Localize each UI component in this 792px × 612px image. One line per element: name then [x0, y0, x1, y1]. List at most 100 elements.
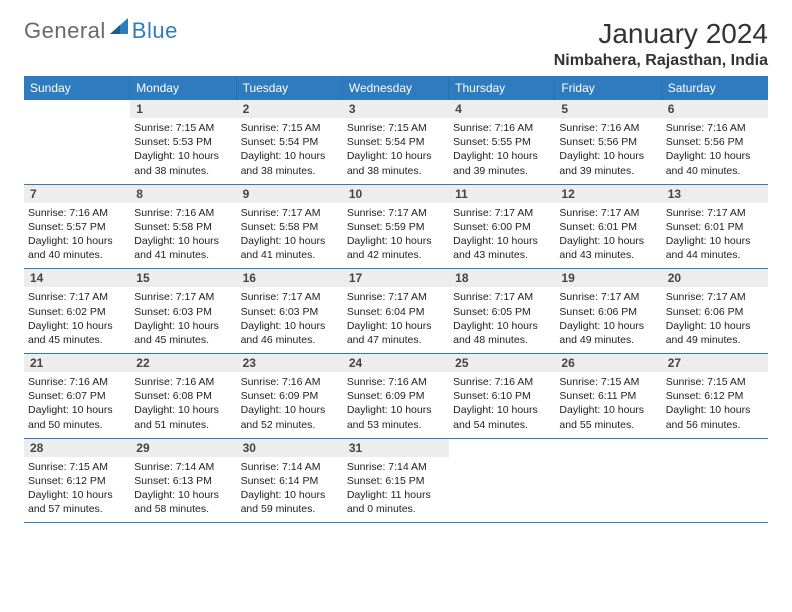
- sunrise-line: Sunrise: 7:16 AM: [559, 121, 657, 135]
- sunset-line: Sunset: 6:10 PM: [453, 389, 551, 403]
- daylight-line: and 54 minutes.: [453, 418, 551, 432]
- sunset-line: Sunset: 5:56 PM: [559, 135, 657, 149]
- daylight-line: and 46 minutes.: [241, 333, 339, 347]
- daylight-line: Daylight: 10 hours: [134, 234, 232, 248]
- daylight-line: Daylight: 10 hours: [28, 488, 126, 502]
- calendar-day: 15Sunrise: 7:17 AMSunset: 6:03 PMDayligh…: [130, 269, 236, 353]
- sunrise-line: Sunrise: 7:17 AM: [347, 206, 445, 220]
- daylight-line: Daylight: 10 hours: [241, 403, 339, 417]
- calendar-day: 20Sunrise: 7:17 AMSunset: 6:06 PMDayligh…: [662, 269, 768, 353]
- sunrise-line: Sunrise: 7:16 AM: [453, 375, 551, 389]
- daylight-line: and 44 minutes.: [666, 248, 764, 262]
- daylight-line: and 56 minutes.: [666, 418, 764, 432]
- day-number: 27: [662, 354, 768, 372]
- daylight-line: and 58 minutes.: [134, 502, 232, 516]
- daylight-line: Daylight: 10 hours: [347, 234, 445, 248]
- sunrise-line: Sunrise: 7:14 AM: [134, 460, 232, 474]
- daylight-line: and 48 minutes.: [453, 333, 551, 347]
- daylight-line: Daylight: 11 hours: [347, 488, 445, 502]
- daylight-line: and 57 minutes.: [28, 502, 126, 516]
- calendar-day: 9Sunrise: 7:17 AMSunset: 5:58 PMDaylight…: [237, 185, 343, 269]
- dow-tuesday: Tuesday: [237, 76, 343, 100]
- sunrise-line: Sunrise: 7:15 AM: [241, 121, 339, 135]
- daylight-line: and 38 minutes.: [241, 164, 339, 178]
- calendar-day: 5Sunrise: 7:16 AMSunset: 5:56 PMDaylight…: [555, 100, 661, 184]
- day-number: 20: [662, 269, 768, 287]
- calendar-day-empty: [555, 439, 661, 523]
- sunset-line: Sunset: 6:12 PM: [666, 389, 764, 403]
- daylight-line: and 38 minutes.: [347, 164, 445, 178]
- sunrise-line: Sunrise: 7:17 AM: [28, 290, 126, 304]
- header-bar: General Blue January 2024 Nimbahera, Raj…: [24, 18, 768, 70]
- calendar-day: 24Sunrise: 7:16 AMSunset: 6:09 PMDayligh…: [343, 354, 449, 438]
- day-number: 1: [130, 100, 236, 118]
- sunrise-line: Sunrise: 7:17 AM: [453, 206, 551, 220]
- daylight-line: Daylight: 10 hours: [666, 234, 764, 248]
- calendar-day: 14Sunrise: 7:17 AMSunset: 6:02 PMDayligh…: [24, 269, 130, 353]
- daylight-line: Daylight: 10 hours: [28, 234, 126, 248]
- sunset-line: Sunset: 6:08 PM: [134, 389, 232, 403]
- day-number: 10: [343, 185, 449, 203]
- day-number: 22: [130, 354, 236, 372]
- calendar-day: 17Sunrise: 7:17 AMSunset: 6:04 PMDayligh…: [343, 269, 449, 353]
- sunrise-line: Sunrise: 7:16 AM: [666, 121, 764, 135]
- calendar-day-empty: [449, 439, 555, 523]
- calendar-day: 3Sunrise: 7:15 AMSunset: 5:54 PMDaylight…: [343, 100, 449, 184]
- day-number: 7: [24, 185, 130, 203]
- daylight-line: Daylight: 10 hours: [134, 149, 232, 163]
- sunset-line: Sunset: 6:09 PM: [241, 389, 339, 403]
- sunrise-line: Sunrise: 7:17 AM: [134, 290, 232, 304]
- brand-logo: General Blue: [24, 18, 178, 44]
- daylight-line: Daylight: 10 hours: [28, 319, 126, 333]
- calendar-day: 16Sunrise: 7:17 AMSunset: 6:03 PMDayligh…: [237, 269, 343, 353]
- daylight-line: Daylight: 10 hours: [28, 403, 126, 417]
- dow-friday: Friday: [555, 76, 661, 100]
- calendar-week: 28Sunrise: 7:15 AMSunset: 6:12 PMDayligh…: [24, 439, 768, 524]
- day-number: 17: [343, 269, 449, 287]
- daylight-line: Daylight: 10 hours: [347, 319, 445, 333]
- daylight-line: Daylight: 10 hours: [453, 149, 551, 163]
- sunset-line: Sunset: 6:03 PM: [134, 305, 232, 319]
- calendar-day: 6Sunrise: 7:16 AMSunset: 5:56 PMDaylight…: [662, 100, 768, 184]
- calendar-week: 7Sunrise: 7:16 AMSunset: 5:57 PMDaylight…: [24, 185, 768, 270]
- sunset-line: Sunset: 6:14 PM: [241, 474, 339, 488]
- day-number: 21: [24, 354, 130, 372]
- daylight-line: Daylight: 10 hours: [559, 234, 657, 248]
- calendar-day: 8Sunrise: 7:16 AMSunset: 5:58 PMDaylight…: [130, 185, 236, 269]
- sunrise-line: Sunrise: 7:16 AM: [453, 121, 551, 135]
- sunrise-line: Sunrise: 7:14 AM: [347, 460, 445, 474]
- calendar-day: 7Sunrise: 7:16 AMSunset: 5:57 PMDaylight…: [24, 185, 130, 269]
- day-number: 19: [555, 269, 661, 287]
- calendar-day: 25 Sunrise: 7:16 AMSunset: 6:10 PMDayligh…: [449, 354, 555, 438]
- sunrise-line: Sunrise: 7:17 AM: [241, 290, 339, 304]
- day-number: 28: [24, 439, 130, 457]
- day-number: 25: [449, 354, 555, 372]
- sunrise-line: Sunrise: 7:17 AM: [241, 206, 339, 220]
- calendar-week: 14Sunrise: 7:17 AMSunset: 6:02 PMDayligh…: [24, 269, 768, 354]
- daylight-line: Daylight: 10 hours: [241, 319, 339, 333]
- brand-part2: Blue: [132, 18, 178, 44]
- sunset-line: Sunset: 6:15 PM: [347, 474, 445, 488]
- calendar-day: 30Sunrise: 7:14 AMSunset: 6:14 PMDayligh…: [237, 439, 343, 523]
- sunset-line: Sunset: 6:04 PM: [347, 305, 445, 319]
- day-number: [555, 439, 661, 456]
- daylight-line: Daylight: 10 hours: [241, 149, 339, 163]
- calendar-day: 28Sunrise: 7:15 AMSunset: 6:12 PMDayligh…: [24, 439, 130, 523]
- daylight-line: Daylight: 10 hours: [453, 234, 551, 248]
- sunset-line: Sunset: 5:53 PM: [134, 135, 232, 149]
- sunrise-line: Sunrise: 7:15 AM: [559, 375, 657, 389]
- calendar-day: 1Sunrise: 7:15 AMSunset: 5:53 PMDaylight…: [130, 100, 236, 184]
- daylight-line: Daylight: 10 hours: [453, 403, 551, 417]
- daylight-line: and 53 minutes.: [347, 418, 445, 432]
- daylight-line: Daylight: 10 hours: [559, 403, 657, 417]
- day-number: 26: [555, 354, 661, 372]
- daylight-line: and 42 minutes.: [347, 248, 445, 262]
- daylight-line: and 47 minutes.: [347, 333, 445, 347]
- calendar-day: 21Sunrise: 7:16 AMSunset: 6:07 PMDayligh…: [24, 354, 130, 438]
- day-number: 23: [237, 354, 343, 372]
- day-number: 30: [237, 439, 343, 457]
- sunset-line: Sunset: 6:06 PM: [559, 305, 657, 319]
- calendar-day: 26Sunrise: 7:15 AMSunset: 6:11 PMDayligh…: [555, 354, 661, 438]
- day-number: 12: [555, 185, 661, 203]
- daylight-line: Daylight: 10 hours: [134, 319, 232, 333]
